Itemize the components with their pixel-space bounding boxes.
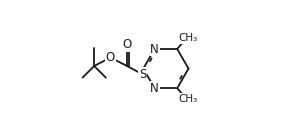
Text: CH₃: CH₃ — [178, 94, 197, 104]
Text: O: O — [106, 51, 115, 64]
Text: O: O — [122, 38, 132, 51]
Text: N: N — [150, 43, 159, 55]
Text: CH₃: CH₃ — [178, 33, 197, 43]
Text: N: N — [150, 82, 159, 95]
Text: S: S — [139, 68, 146, 81]
